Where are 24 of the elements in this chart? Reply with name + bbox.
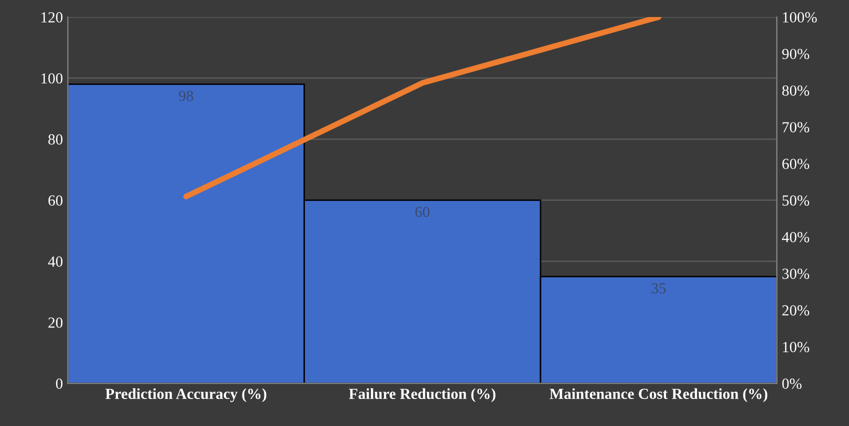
y-tick-label: 120	[41, 12, 62, 22]
y2-tick-label: 70%	[782, 122, 810, 132]
text: 60	[415, 206, 430, 218]
text: 35	[652, 283, 666, 294]
x-tick-label: Failure Reduction (%)	[348, 388, 496, 402]
y-tick-label: 0	[56, 378, 62, 389]
y2-tick-label: 40%	[782, 232, 810, 242]
y-tick-label: 80	[48, 134, 62, 145]
text: 98	[178, 90, 194, 102]
y-tick-label: 40	[48, 256, 62, 267]
y2-tick-label: 60%	[782, 158, 810, 170]
y2-tick-label: 30%	[782, 268, 810, 279]
y-tick-label: 20	[48, 317, 62, 328]
y-tick-label: 100	[41, 73, 62, 84]
y2-tick-label: 10%	[783, 342, 810, 352]
x-tick-label: Maintenance Cost Reduction (%)	[550, 388, 768, 402]
y2-tick-label: 90%	[782, 48, 810, 60]
y2-tick-label: 20%	[782, 305, 810, 316]
y2-tick-label: 50%	[782, 195, 810, 206]
y2-tick-label: 100%	[783, 12, 817, 23]
y-tick-label: 60	[48, 195, 62, 206]
y2-tick-label: 80%	[782, 85, 810, 96]
x-tick-label: Prediction Accuracy (%)	[105, 388, 266, 402]
y2-tick-label: 0%	[782, 378, 802, 389]
